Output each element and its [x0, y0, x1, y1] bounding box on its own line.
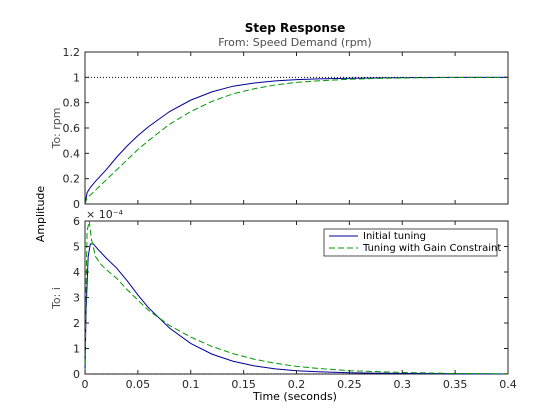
x-axis-label: Time (seconds) [252, 390, 337, 403]
lower-io-label: To: i [50, 287, 63, 310]
lower-exponent-label: × 10⁻⁴ [86, 208, 124, 221]
xtick-label: 0.05 [126, 378, 151, 391]
lower-y-ticks: 0 1 2 3 4 5 6 [73, 215, 508, 381]
chart-title: Step Response [245, 21, 345, 35]
lower-series-constraint [84, 220, 509, 375]
lower-ytick-label: 4 [73, 266, 80, 279]
lower-ytick-label: 2 [73, 317, 80, 330]
lower-x-ticks: 0 0.05 0.1 0.15 0.2 0.25 0.3 0.35 0.4 [82, 221, 517, 391]
upper-ytick-label: 0 [73, 198, 80, 211]
upper-y-ticks: 0 0.2 0.4 0.6 0.8 1 1.2 [63, 46, 508, 211]
upper-ytick-label: 0.8 [63, 97, 81, 110]
upper-series-group [84, 76, 509, 205]
legend-label-constraint: Tuning with Gain Constraint [362, 243, 501, 254]
legend-label-initial: Initial tuning [363, 231, 426, 242]
xtick-label: 0.15 [231, 378, 256, 391]
xtick-label: 0.4 [499, 378, 517, 391]
upper-ytick-label: 0.6 [63, 122, 81, 135]
upper-ytick-label: 0.4 [63, 147, 81, 160]
upper-ytick-label: 1.2 [63, 46, 81, 59]
upper-io-label: To: rpm [50, 107, 63, 149]
upper-ytick-label: 1 [73, 71, 80, 84]
xtick-label: 0 [82, 378, 89, 391]
lower-ytick-label: 5 [73, 241, 80, 254]
lower-series-group [84, 220, 509, 375]
legend: Initial tuning Tuning with Gain Constrai… [323, 228, 501, 257]
lower-ytick-label: 3 [73, 292, 80, 305]
lower-ytick-label: 1 [73, 343, 80, 356]
upper-ytick-label: 0.2 [63, 173, 81, 186]
xtick-label: 0.3 [394, 378, 412, 391]
legend-box [323, 228, 498, 257]
y-axis-label: Amplitude [34, 186, 47, 243]
xtick-label: 0.1 [182, 378, 200, 391]
chart-subtitle: From: Speed Demand (rpm) [218, 36, 371, 49]
upper-x-ticks [84, 52, 509, 204]
upper-axes-box [84, 51, 509, 205]
xtick-label: 0.2 [288, 378, 306, 391]
lower-ytick-label: 6 [73, 215, 80, 228]
xtick-label: 0.25 [337, 378, 362, 391]
upper-series-constraint [84, 76, 509, 205]
lower-ytick-label: 0 [73, 368, 80, 381]
upper-series-initial [84, 76, 508, 205]
xtick-label: 0.35 [443, 378, 468, 391]
